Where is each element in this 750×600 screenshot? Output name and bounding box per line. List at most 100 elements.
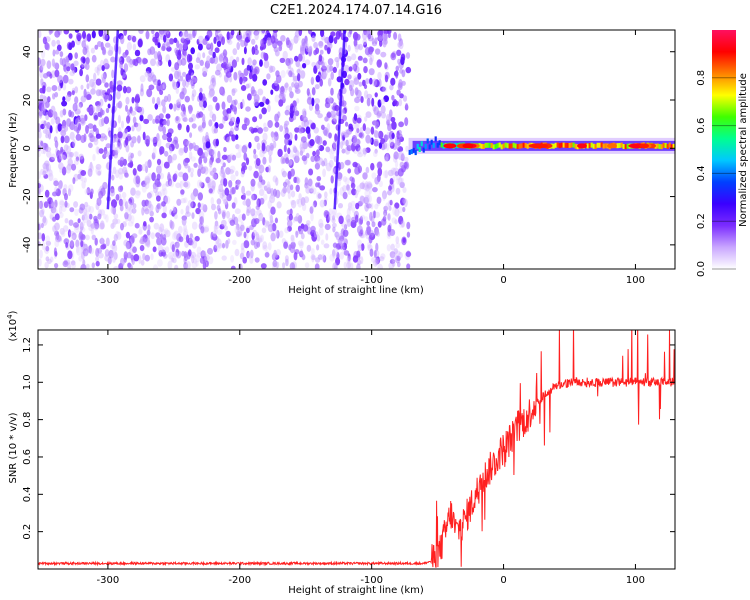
heatmap-cell <box>377 221 382 228</box>
heatmap-cell <box>246 250 250 259</box>
heatmap-cell <box>53 62 59 69</box>
heatmap-cell <box>151 74 157 83</box>
heatmap-cell <box>229 118 233 127</box>
heatmap-cell <box>164 228 169 236</box>
heatmap-cell <box>97 170 102 176</box>
heatmap-cell <box>347 205 353 212</box>
heatmap-cell <box>226 94 233 104</box>
heatmap-cell <box>147 224 151 232</box>
heatmap-cell <box>54 213 60 221</box>
heatmap-cell <box>332 242 338 249</box>
heatmap-cell <box>385 153 389 163</box>
heatmap-cell <box>214 225 218 235</box>
heatmap-cell <box>296 177 301 184</box>
heatmap-cell <box>356 185 362 193</box>
heatmap-cell <box>372 187 378 193</box>
heatmap-cell <box>311 232 318 242</box>
heatmap-cell <box>319 78 324 87</box>
heatmap-cell <box>318 41 324 47</box>
heatmap-cell <box>261 107 267 115</box>
heatmap-cell <box>236 227 242 235</box>
heatmap-cell <box>160 189 166 196</box>
heatmap-cell <box>355 214 359 223</box>
heatmap-cell <box>394 160 399 168</box>
heatmap-cell <box>183 181 189 188</box>
heatmap-cell <box>311 87 316 96</box>
carrier-cell <box>410 149 413 155</box>
heatmap-cell <box>199 250 206 257</box>
heatmap-cell <box>373 250 377 259</box>
heatmap-cell <box>118 46 122 55</box>
heatmap-cell <box>105 107 110 114</box>
heatmap-cell <box>326 123 331 132</box>
heatmap-cell <box>298 127 304 134</box>
heatmap-cell <box>54 69 60 78</box>
heatmap-cell <box>67 229 72 238</box>
heatmap-cell <box>86 187 91 194</box>
heatmap-cell <box>213 127 218 134</box>
heatmap-cell <box>328 34 334 44</box>
heatmap-cell <box>60 154 67 161</box>
heatmap-cell <box>290 237 296 244</box>
heatmap-cell <box>302 116 308 123</box>
heatmap-cell <box>342 176 348 183</box>
heatmap-cell <box>318 145 325 152</box>
heatmap-cell <box>144 181 150 189</box>
heatmap-cell <box>312 150 316 157</box>
y-tick-label: 0.8 <box>22 412 33 428</box>
heatmap-cell <box>235 152 242 159</box>
heatmap-cell <box>259 197 265 205</box>
heatmap-cell <box>330 110 336 118</box>
carrier-cell <box>512 142 515 148</box>
heatmap-cell <box>280 35 286 42</box>
heatmap-cell <box>359 195 366 204</box>
heatmap-cell <box>59 200 65 206</box>
heatmap-cell <box>229 127 235 135</box>
heatmap-cell <box>384 74 389 83</box>
heatmap-cell <box>50 105 56 115</box>
heatmap-cell <box>84 211 90 221</box>
heatmap-cell <box>65 165 72 174</box>
heatmap-cell <box>67 250 73 260</box>
carrier-cell <box>626 143 629 149</box>
heatmap-cell <box>99 237 105 245</box>
heatmap-cell <box>127 221 134 227</box>
heatmap-cell <box>382 192 386 202</box>
heatmap-cell <box>202 135 206 145</box>
heatmap-cell <box>49 30 54 34</box>
heatmap-cell <box>221 89 226 97</box>
heatmap-cell <box>168 59 172 67</box>
heatmap-cell <box>126 115 131 124</box>
heatmap-cell <box>152 264 159 269</box>
heatmap-cell <box>156 133 160 142</box>
heatmap-cell <box>215 157 221 164</box>
heatmap-cell <box>113 251 118 260</box>
heatmap-cell <box>293 251 298 261</box>
heatmap-cell <box>211 113 217 122</box>
carrier-cell <box>656 143 659 149</box>
heatmap-cell <box>50 206 57 214</box>
heatmap-cell <box>195 260 199 267</box>
heatmap-cell <box>394 137 401 146</box>
x-tick-label: -200 <box>228 575 251 586</box>
heatmap-cell <box>107 103 111 109</box>
heatmap-cell <box>263 60 270 69</box>
heatmap-cell <box>378 130 384 139</box>
heatmap-cell <box>193 257 198 264</box>
heatmap-cell <box>314 84 320 90</box>
heatmap-cell <box>238 263 243 269</box>
heatmap-cell <box>170 221 175 230</box>
heatmap-cell <box>382 86 388 93</box>
heatmap-cell <box>176 198 182 206</box>
heatmap-cell <box>229 219 235 226</box>
carrier-cell <box>524 143 527 148</box>
heatmap-cell <box>125 104 128 112</box>
carrier-cell <box>666 144 669 149</box>
heatmap-cell <box>138 229 143 235</box>
heatmap-cell <box>266 187 272 195</box>
heatmap-cell <box>315 149 320 157</box>
heatmap-cell <box>266 181 271 190</box>
heatmap-cell <box>116 84 123 92</box>
heatmap-cell <box>380 98 386 105</box>
carrier-cell <box>616 143 619 149</box>
